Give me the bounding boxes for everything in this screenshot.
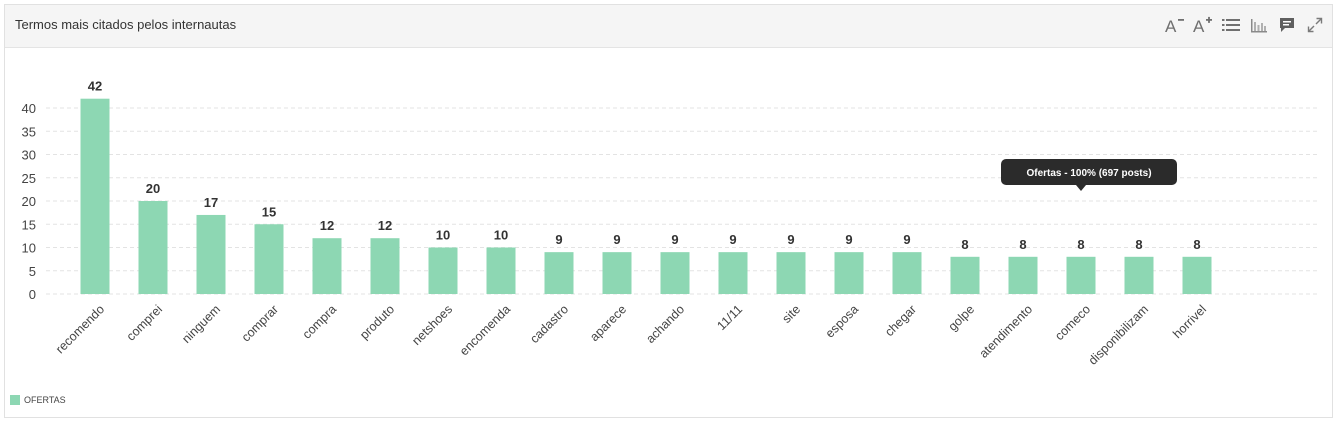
bar-esposa[interactable] — [834, 252, 864, 294]
toolbar: A A — [1164, 14, 1326, 36]
bar-cadastro[interactable] — [544, 252, 574, 294]
x-tick-label: atendimento — [977, 302, 1036, 361]
bar-recomendo[interactable] — [80, 98, 110, 294]
x-tick-label: netshoes — [409, 302, 455, 348]
bar-produto[interactable] — [370, 238, 400, 294]
x-tick-label: produto — [357, 302, 397, 342]
x-tick-label: ninguem — [179, 302, 223, 346]
data-label: 17 — [204, 195, 218, 210]
bar-comprar[interactable] — [254, 224, 284, 294]
data-label: 15 — [262, 204, 276, 219]
bar-horrivel[interactable] — [1182, 256, 1212, 294]
y-tick-label: 20 — [22, 194, 36, 209]
x-tick-label: disponibilizam — [1086, 302, 1151, 367]
data-label: 10 — [494, 228, 508, 243]
y-tick-label: 0 — [29, 287, 36, 302]
bar-ninguem[interactable] — [196, 214, 226, 294]
x-tick-label: achando — [643, 302, 687, 346]
list-icon[interactable] — [1220, 14, 1242, 36]
comment-icon[interactable] — [1276, 14, 1298, 36]
chart-panel: Termos mais citados pelos internautas A … — [4, 4, 1333, 418]
bar-chart: 0 5 10 15 20 25 30 35 40 42 recomendo 20 comprei 17 ni… — [22, 79, 1318, 368]
x-tick-label: 11/11 — [714, 302, 745, 333]
x-tick-label: comprar — [239, 302, 281, 344]
bar-site[interactable] — [776, 252, 806, 294]
x-tick-label: compra — [300, 302, 339, 341]
data-label: 42 — [88, 79, 102, 94]
bar-compra[interactable] — [312, 238, 342, 294]
x-tick-label: golpe — [946, 302, 978, 334]
x-tick-label: aparece — [587, 302, 629, 344]
legend-swatch — [10, 395, 20, 405]
bar-comeco[interactable] — [1066, 256, 1096, 294]
panel-title: Termos mais citados pelos internautas — [15, 17, 237, 32]
bar-netshoes[interactable] — [428, 247, 458, 295]
data-label: 8 — [1193, 237, 1200, 252]
bar-atendimento[interactable] — [1008, 256, 1038, 294]
x-tick-label: encomenda — [457, 302, 513, 358]
y-tick-label: 35 — [22, 124, 36, 139]
data-label: 9 — [555, 232, 562, 247]
x-tick-label: esposa — [823, 302, 861, 340]
font-decrease-icon[interactable]: A — [1164, 14, 1186, 36]
bar-golpe[interactable] — [950, 256, 980, 294]
data-label: 9 — [903, 232, 910, 247]
bar-encomenda[interactable] — [486, 247, 516, 295]
data-label: 12 — [378, 218, 392, 233]
y-tick-label: 40 — [22, 101, 36, 116]
legend-label: OFERTAS — [24, 395, 66, 405]
panel-header: Termos mais citados pelos internautas A … — [5, 5, 1332, 48]
x-tick-label: site — [779, 302, 803, 326]
data-label: 9 — [787, 232, 794, 247]
expand-icon[interactable] — [1304, 14, 1326, 36]
svg-text:A: A — [1165, 17, 1177, 34]
y-tick-label: 30 — [22, 148, 36, 163]
data-label: 20 — [146, 181, 160, 196]
tooltip-box — [1001, 159, 1177, 185]
data-label: 8 — [1135, 237, 1142, 252]
bar-disponibilizam[interactable] — [1124, 256, 1154, 294]
data-label: 9 — [729, 232, 736, 247]
x-tick-label: comeco — [1052, 302, 1093, 343]
data-label: 9 — [613, 232, 620, 247]
bar-chegar[interactable] — [892, 252, 922, 294]
bar-chart-icon[interactable] — [1248, 14, 1270, 36]
y-tick-label: 25 — [22, 171, 36, 186]
bar-aparece[interactable] — [602, 252, 632, 294]
chart-legend[interactable]: OFERTAS — [10, 395, 66, 405]
x-tick-label: comprei — [124, 302, 165, 343]
data-label: 9 — [845, 232, 852, 247]
y-tick-label: 15 — [22, 217, 36, 232]
bar-comprei[interactable] — [138, 201, 168, 294]
data-label: 10 — [436, 228, 450, 243]
data-label: 8 — [1077, 237, 1084, 252]
data-label: 9 — [671, 232, 678, 247]
y-tick-label: 10 — [22, 241, 36, 256]
data-label: 8 — [961, 237, 968, 252]
svg-text:A: A — [1193, 17, 1205, 34]
x-tick-label: cadastro — [527, 302, 571, 346]
y-tick-label: 5 — [29, 264, 36, 279]
x-tick-label: chegar — [882, 302, 919, 339]
x-tick-label: horrivel — [1170, 302, 1209, 341]
tooltip-arrow — [1076, 185, 1086, 191]
bar-11-11[interactable] — [718, 252, 748, 294]
tooltip-text: Ofertas - 100% (697 posts) — [1026, 168, 1151, 179]
data-label: 8 — [1019, 237, 1026, 252]
font-increase-icon[interactable]: A — [1192, 14, 1214, 36]
bar-achando[interactable] — [660, 252, 690, 294]
data-label: 12 — [320, 218, 334, 233]
x-tick-label: recomendo — [53, 302, 107, 356]
